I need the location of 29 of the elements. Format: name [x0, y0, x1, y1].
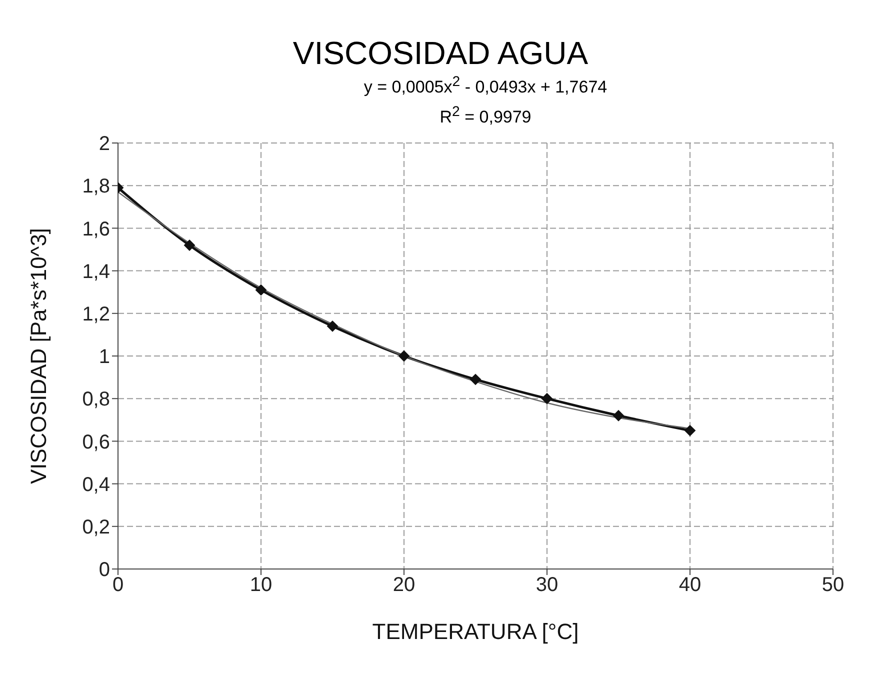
y-tick-label: 0,8 — [82, 389, 110, 412]
y-tick-label: 1,6 — [82, 218, 110, 241]
x-tick-label: 10 — [250, 574, 272, 597]
x-tick-label: 20 — [392, 574, 416, 597]
point — [613, 410, 624, 422]
point — [327, 320, 338, 332]
x-tick-label: 40 — [678, 574, 702, 597]
point — [470, 374, 481, 386]
x-tick-label: 30 — [536, 574, 558, 597]
x-axis-title: TEMPERATURA [°C] — [372, 619, 579, 644]
text: R$^{2}$ = 0,9979 — [438, 102, 532, 128]
point — [184, 240, 195, 252]
y-tick-label: 0,6 — [82, 432, 110, 454]
y-axis-title: VISCOSIDAD [Pa*s*10^3] — [26, 228, 51, 484]
point — [398, 350, 410, 362]
y-tick-label: 1,4 — [82, 261, 110, 284]
y-tick-label: 1 — [98, 346, 110, 368]
text: y = 0,0005x$^{2}$ - 0,0493x + 1,7674 — [362, 73, 608, 99]
point — [256, 284, 266, 296]
y-tick-label: 1,2 — [82, 304, 110, 326]
y-tick-label: 2 — [98, 133, 110, 156]
point — [542, 393, 552, 404]
y-tick-label: 0 — [98, 559, 110, 582]
y-tick-label: 1,8 — [82, 176, 110, 198]
y-tick-label: 0,2 — [82, 516, 110, 539]
point — [684, 425, 696, 436]
chart-title: VISCOSIDAD AGUA — [292, 35, 590, 71]
y-tick-label: 0,4 — [82, 474, 110, 496]
x-tick-label: 50 — [822, 574, 844, 597]
